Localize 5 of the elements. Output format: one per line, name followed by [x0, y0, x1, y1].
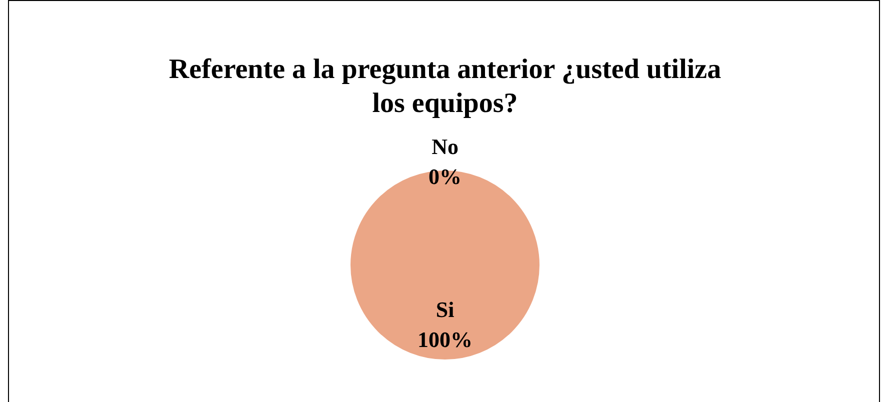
- chart-title: Referente a la pregunta anterior ¿usted utiliza los equipos?: [168, 54, 722, 119]
- slice-label: Si: [436, 297, 454, 322]
- category-label: No: [432, 134, 458, 159]
- text: 0%: [428, 164, 462, 189]
- data-label: 100%: [418, 327, 472, 352]
